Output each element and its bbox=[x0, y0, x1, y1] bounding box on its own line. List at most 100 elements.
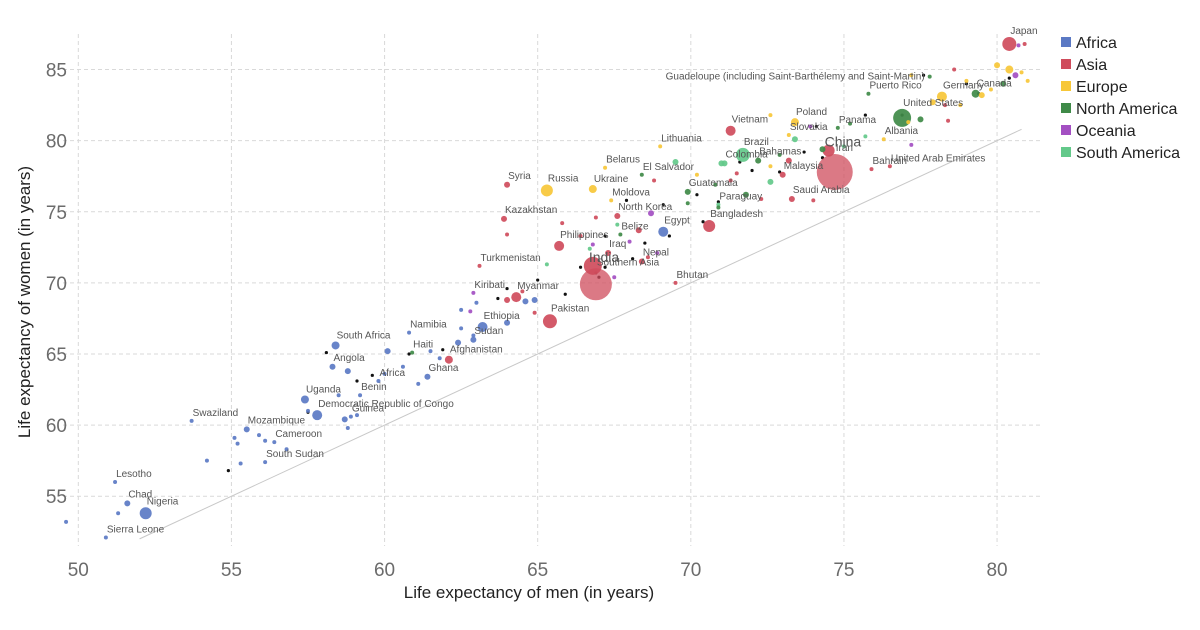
point-unlabeled-82 bbox=[917, 116, 924, 123]
point-turkmenistan bbox=[477, 263, 482, 268]
point-uganda bbox=[300, 395, 309, 404]
point-unlabeled-74 bbox=[958, 103, 963, 108]
point-mozambique bbox=[243, 426, 250, 433]
point-china bbox=[822, 144, 835, 157]
point-label-poland: Poland bbox=[796, 107, 827, 118]
aggregate-marker-15 bbox=[624, 198, 629, 202]
point-unlabeled-115 bbox=[587, 246, 592, 251]
point-label-slovakia: Slovakia bbox=[790, 122, 828, 133]
point-unlabeled-113 bbox=[560, 221, 565, 226]
point-label-turkmenistan: Turkmenistan bbox=[481, 253, 541, 264]
x-tick-75: 75 bbox=[833, 560, 854, 581]
aggregate-marker-13 bbox=[701, 220, 705, 224]
point-label-vietnam: Vietnam bbox=[732, 115, 769, 126]
point-benin bbox=[358, 393, 363, 398]
aggregate-marker-7 bbox=[778, 170, 782, 174]
aggregate-marker-34 bbox=[750, 168, 754, 173]
legend-item-oceania: Oceania bbox=[1061, 123, 1136, 140]
point-united-states bbox=[893, 108, 912, 127]
point-label-russia: Russia bbox=[548, 173, 579, 184]
point-paraguay bbox=[716, 202, 721, 207]
point-label-chad: Chad bbox=[128, 489, 152, 500]
point-label-bahrain: Bahrain bbox=[873, 156, 907, 167]
point-unlabeled-119 bbox=[645, 255, 650, 260]
point-unlabeled-93 bbox=[777, 152, 782, 157]
grid-lines bbox=[63, 34, 1043, 546]
point-label-syria: Syria bbox=[508, 171, 531, 182]
point-kiribati bbox=[471, 290, 476, 295]
point-unlabeled-154 bbox=[64, 519, 69, 524]
point-unlabeled-75 bbox=[988, 87, 993, 92]
point-angola bbox=[329, 363, 336, 370]
aggregate-marker-26 bbox=[441, 348, 445, 352]
point-unlabeled-135 bbox=[428, 349, 433, 354]
point-puerto-rico bbox=[866, 91, 871, 96]
point-label-moldova: Moldova bbox=[612, 187, 650, 198]
point-labels: Japan Guadeloupe (including Saint-Barthél… bbox=[107, 26, 1038, 536]
point-label-haiti: Haiti bbox=[413, 340, 433, 351]
point-label-kazakhstan: Kazakhstan bbox=[505, 205, 557, 216]
point-unlabeled-144 bbox=[355, 413, 359, 418]
point-unlabeled-140 bbox=[382, 371, 387, 376]
point-democratic-republic-of-congo bbox=[312, 410, 323, 421]
point-brazil bbox=[735, 147, 750, 162]
point-syria bbox=[504, 181, 511, 188]
point-unlabeled-68 bbox=[1019, 70, 1024, 75]
point-unlabeled-101 bbox=[652, 178, 657, 183]
aggregate-marker-32 bbox=[226, 469, 230, 473]
point-label-lithuania: Lithuania bbox=[661, 133, 702, 144]
point-bhutan bbox=[673, 280, 678, 285]
aggregate-marker-17 bbox=[631, 257, 635, 261]
point-label-afghanistan: Afghanistan bbox=[450, 345, 503, 356]
y-tick-75: 75 bbox=[46, 203, 67, 224]
legend-swatch-north-america bbox=[1061, 103, 1071, 113]
point-unlabeled-90 bbox=[841, 144, 846, 149]
point-united-arab-emirates bbox=[887, 164, 892, 169]
point-unlabeled-89 bbox=[819, 146, 826, 153]
point-unlabeled-121 bbox=[612, 275, 617, 280]
point-unlabeled-81 bbox=[906, 120, 911, 125]
point-unlabeled-143 bbox=[341, 416, 348, 423]
legend-swatch-south-america bbox=[1061, 147, 1071, 157]
point-label-nepal: Nepal bbox=[643, 248, 669, 259]
point-unlabeled-147 bbox=[232, 435, 237, 440]
legend-swatch-europe bbox=[1061, 81, 1071, 91]
point-iran bbox=[816, 153, 853, 190]
point-kazakhstan bbox=[501, 215, 507, 222]
aggregate-marker-0 bbox=[921, 73, 926, 77]
aggregate-marker-25 bbox=[563, 292, 567, 296]
point-label-germany: Germany bbox=[943, 81, 984, 92]
point-nigeria bbox=[139, 507, 152, 520]
aggregate-marker-20 bbox=[578, 265, 583, 269]
point-vietnam bbox=[725, 125, 736, 136]
point-unlabeled-133 bbox=[532, 310, 537, 315]
point-label-uganda: Uganda bbox=[306, 385, 341, 396]
point-unlabeled-136 bbox=[437, 356, 442, 361]
point-label-ukraine: Ukraine bbox=[594, 174, 629, 185]
point-label-sierra-leone: Sierra Leone bbox=[107, 524, 165, 535]
point-unlabeled-127 bbox=[459, 307, 464, 312]
point-label-panama: Panama bbox=[839, 115, 877, 126]
point-label-south-africa: South Africa bbox=[337, 330, 391, 341]
point-swaziland bbox=[189, 418, 194, 423]
point-unlabeled-91 bbox=[909, 142, 914, 147]
point-label-sudan: Sudan bbox=[474, 326, 503, 337]
legend-item-europe: Europe bbox=[1061, 79, 1128, 96]
point-label-swaziland: Swaziland bbox=[193, 408, 239, 419]
point-unlabeled-110 bbox=[615, 222, 620, 227]
point-afghanistan bbox=[444, 355, 453, 364]
point-label-benin: Benin bbox=[361, 382, 387, 393]
legend-item-south-america: South America bbox=[1061, 145, 1180, 162]
point-label-guadeloupe-including-saint-barth-lemy-and-saint-martin: Guadeloupe (including Saint-Barthélemy a… bbox=[666, 72, 925, 83]
legend-swatch-africa bbox=[1061, 37, 1071, 47]
point-unlabeled-151 bbox=[204, 458, 209, 463]
point-label-belarus: Belarus bbox=[606, 155, 640, 166]
point-guinea bbox=[348, 414, 353, 419]
point-india bbox=[583, 256, 602, 275]
point-slovakia bbox=[786, 132, 791, 137]
point-ukraine bbox=[588, 185, 597, 194]
aggregate-marker-10 bbox=[695, 193, 699, 197]
point-unlabeled-78 bbox=[909, 73, 914, 78]
point-el-salvador bbox=[639, 172, 644, 177]
